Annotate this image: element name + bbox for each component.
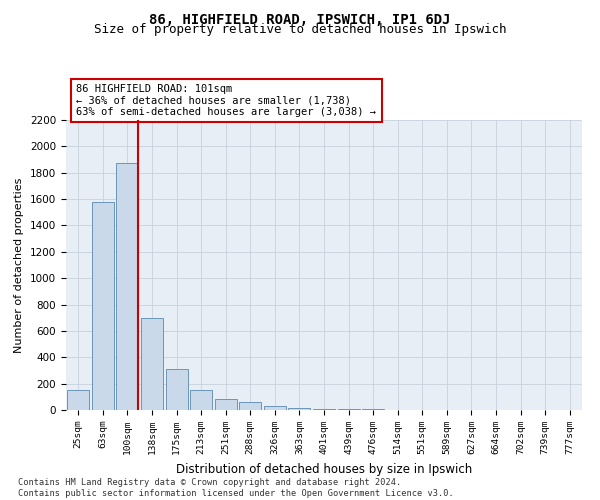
Bar — [190, 390, 212, 410]
Bar — [141, 318, 163, 410]
Bar — [166, 369, 188, 410]
X-axis label: Distribution of detached houses by size in Ipswich: Distribution of detached houses by size … — [176, 462, 472, 475]
Bar — [313, 408, 335, 410]
Bar — [264, 406, 286, 410]
Text: 86, HIGHFIELD ROAD, IPSWICH, IP1 6DJ: 86, HIGHFIELD ROAD, IPSWICH, IP1 6DJ — [149, 12, 451, 26]
Bar — [289, 408, 310, 410]
Text: Size of property relative to detached houses in Ipswich: Size of property relative to detached ho… — [94, 22, 506, 36]
Bar — [239, 402, 262, 410]
Text: 86 HIGHFIELD ROAD: 101sqm
← 36% of detached houses are smaller (1,738)
63% of se: 86 HIGHFIELD ROAD: 101sqm ← 36% of detac… — [76, 84, 376, 117]
Text: Contains HM Land Registry data © Crown copyright and database right 2024.
Contai: Contains HM Land Registry data © Crown c… — [18, 478, 454, 498]
Bar — [92, 202, 114, 410]
Bar — [67, 390, 89, 410]
Bar — [215, 400, 237, 410]
Y-axis label: Number of detached properties: Number of detached properties — [14, 178, 25, 352]
Bar — [116, 163, 139, 410]
